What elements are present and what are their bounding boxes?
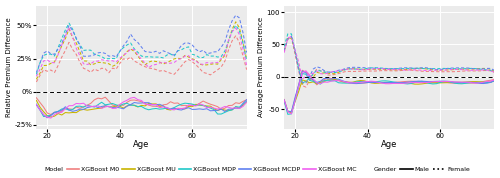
X-axis label: Age: Age bbox=[381, 140, 398, 149]
Legend: Model, XGBoost M0, XGBoost MU, XGBoost MDP, XGBoost MCDP, XGBoost MC, Gender, Ma: Model, XGBoost M0, XGBoost MU, XGBoost M… bbox=[28, 164, 472, 175]
X-axis label: Age: Age bbox=[134, 140, 150, 149]
Y-axis label: Relative Premium Difference: Relative Premium Difference bbox=[6, 17, 12, 117]
Y-axis label: Average Premium Difference: Average Premium Difference bbox=[258, 17, 264, 117]
